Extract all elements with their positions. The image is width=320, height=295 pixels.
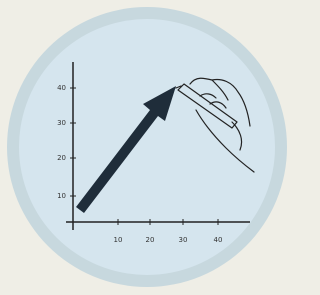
y-tick-label: 10: [57, 192, 66, 200]
illustration: 10 20 30 40 10 20 30 40: [0, 0, 293, 295]
x-tick-label: 20: [146, 236, 155, 244]
y-tick-label: 40: [57, 84, 66, 92]
y-tick-label: 20: [57, 154, 66, 162]
page: 1020304010203040 (() => { const data = J…: [0, 0, 320, 295]
x-tick-label: 10: [114, 236, 123, 244]
x-tick-label: 30: [179, 236, 188, 244]
y-tick-label: 30: [57, 119, 66, 127]
x-tick-label: 40: [214, 236, 223, 244]
